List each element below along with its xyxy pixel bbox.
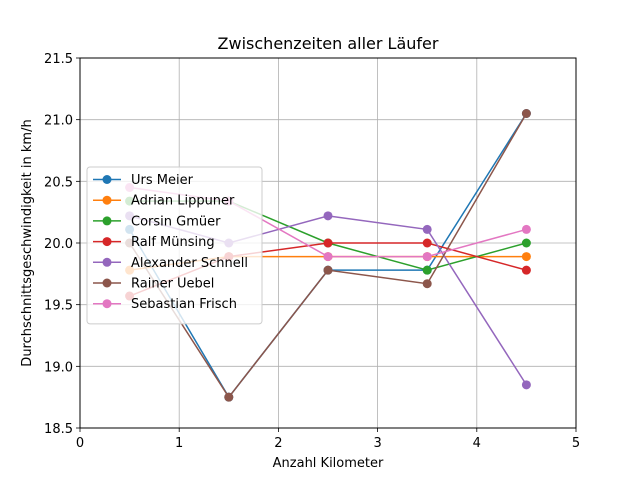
legend-item: Corsin Gmüer [93,214,221,229]
data-point [323,252,333,262]
x-tick-label: 2 [274,436,282,451]
legend-label: Adrian Lippuner [131,194,235,209]
x-tick-label: 3 [373,436,381,451]
legend-label: Sebastian Frisch [131,297,237,312]
data-point [521,109,531,118]
data-point [521,380,531,390]
data-point [521,252,531,262]
data-point [323,265,333,275]
data-point [521,265,531,275]
y-tick-label: 21.5 [44,52,73,67]
x-tick-label: 1 [175,436,183,451]
legend-marker [102,299,112,309]
y-tick-label: 20.5 [44,175,73,190]
x-tick-label: 5 [572,436,580,451]
y-tick-label: 19.0 [44,360,73,375]
x-tick-label: 4 [473,436,481,451]
data-point [323,211,333,221]
x-tick-label: 0 [76,436,84,451]
legend-label: Urs Meier [131,173,194,188]
data-point [521,224,531,234]
legend-label: Ralf Münsing [131,235,215,250]
data-point [422,265,432,275]
data-point [422,252,432,262]
axis-ticks: 0 1 2 3 4 5 18.5 19.0 19.5 20.0 20.5 21.0 21.5 [44,52,580,451]
legend-marker [102,278,112,288]
legend-marker [102,175,112,184]
legend-marker [102,216,112,226]
legend: Urs Meier Adrian Lippuner Corsin Gmüer Ralf… [86,166,263,325]
legend-label: Rainer Uebel [131,277,214,292]
legend-box [86,166,263,325]
legend-item: Alexander Schnell [93,256,248,271]
legend-item: Adrian Lippuner [93,194,235,209]
data-point [422,224,432,234]
chart-title: Zwischenzeiten aller Läufer [218,34,439,53]
data-point [224,392,234,402]
data-point [323,238,333,248]
legend-marker [102,195,112,205]
y-tick-label: 20.0 [44,237,73,252]
legend-label: Corsin Gmüer [131,214,221,229]
legend-item: Urs Meier [93,173,194,188]
y-axis-title: Durchschnittsgeschwindigkeit in km/h [20,119,35,366]
data-point [422,238,432,248]
y-tick-label: 18.5 [44,422,73,437]
legend-item: Ralf Münsing [93,235,215,250]
data-point [422,279,432,289]
legend-marker [102,237,112,247]
y-tick-label: 21.0 [44,114,73,129]
y-tick-label: 19.5 [44,299,73,314]
data-point [521,238,531,248]
legend-label: Alexander Schnell [131,256,248,271]
legend-item: Rainer Uebel [93,277,214,292]
legend-item: Sebastian Frisch [93,297,237,312]
legend-marker [102,257,112,267]
x-axis-title: Anzahl Kilometer [273,456,384,471]
